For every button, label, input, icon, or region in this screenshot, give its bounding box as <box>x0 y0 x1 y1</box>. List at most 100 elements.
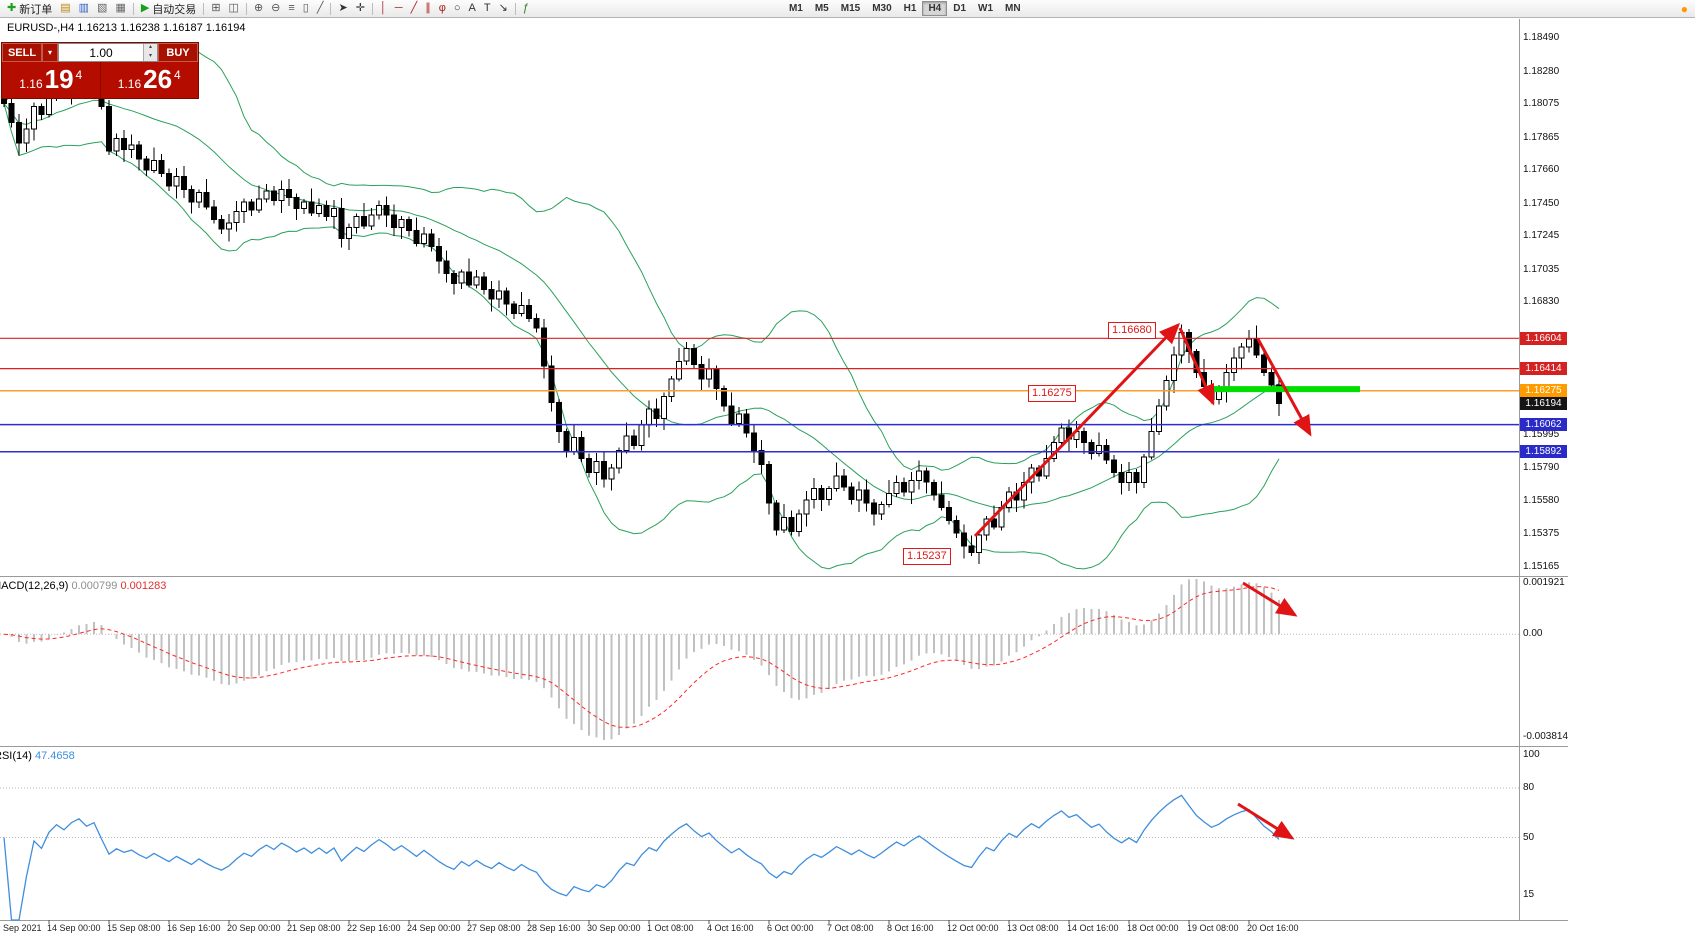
sell-price-prefix: 1.16 <box>19 77 43 91</box>
arrow-tool-icon: ↘ <box>498 2 508 14</box>
data-window-button[interactable]: ▧ <box>93 1 111 17</box>
candle-chart-mode-icon: ▯ <box>302 2 309 14</box>
crosshair-tool-button[interactable]: ✛ <box>352 1 369 17</box>
price-axis-label: 1.15790 <box>1523 461 1560 473</box>
zoom-in-button[interactable]: ⊕ <box>250 1 267 17</box>
arrow-tool-button[interactable]: ↘ <box>495 1 512 17</box>
candle-chart-mode-button[interactable]: ▯ <box>299 1 313 17</box>
volume-up-button[interactable]: ▴ <box>144 44 157 53</box>
text-tool-button[interactable]: A <box>465 1 480 17</box>
price-annotation[interactable]: 1.15237 <box>903 548 951 565</box>
toolbar-separator <box>371 2 373 15</box>
price-tag-black: 1.16194 <box>1520 397 1567 411</box>
connection-status-icon[interactable]: ● <box>1680 1 1688 16</box>
rsi-axis-label: 80 <box>1523 782 1535 793</box>
terminal-panel-icon: ▦ <box>115 2 126 14</box>
charts-profile-button[interactable]: ▤ <box>56 1 74 17</box>
time-axis-label: 13 Oct 08:00 <box>1007 923 1059 933</box>
time-axis-label: 21 Sep 08:00 <box>287 923 341 933</box>
tile-windows-button[interactable]: ◫ <box>225 1 243 17</box>
buy-button[interactable]: BUY <box>158 43 198 62</box>
time-axis-label: 1 Oct 08:00 <box>647 923 694 933</box>
buy-price-pipette: 4 <box>174 68 181 82</box>
order-type-dropdown[interactable]: ▾ <box>42 43 58 62</box>
chart-area[interactable] <box>0 19 1519 920</box>
auto-trading-button[interactable]: ▶ 自动交易 <box>137 1 200 17</box>
price-axis-label: 1.17245 <box>1523 230 1560 242</box>
toolbar-separator <box>203 2 205 15</box>
price-annotation[interactable]: 1.16275 <box>1028 385 1076 402</box>
indicators-button[interactable]: ƒ <box>519 1 533 17</box>
vertical-line-tool-icon: │ <box>379 2 387 14</box>
sell-price[interactable]: 1.16 19 4 <box>2 62 101 98</box>
new-order-button[interactable]: ✚ 新订单 <box>3 1 56 17</box>
new-order-label: 新订单 <box>19 3 53 16</box>
bar-chart-mode-button[interactable]: ≡ <box>284 1 298 17</box>
horizontal-line-tool-button[interactable]: ─ <box>391 1 407 17</box>
timeframe-h1-button[interactable]: H1 <box>898 1 923 16</box>
price-axis-label: 1.18490 <box>1523 32 1560 44</box>
timeframe-m30-button[interactable]: M30 <box>866 1 897 16</box>
time-axis-label: 20 Oct 16:00 <box>1247 923 1299 933</box>
channel-tool-button[interactable]: ∥ <box>421 1 435 17</box>
timeframe-h4-button[interactable]: H4 <box>922 1 948 16</box>
rsi-axis-label: 15 <box>1523 889 1535 901</box>
horizontal-line-tool-icon: ─ <box>394 2 403 14</box>
new-chart-button[interactable]: ⊞ <box>207 1 224 17</box>
trendline-tool-icon: ╱ <box>410 2 418 14</box>
vertical-line-tool-button[interactable]: │ <box>376 1 391 17</box>
line-chart-mode-icon: ╱ <box>316 2 324 14</box>
label-tool-button[interactable]: T <box>480 1 495 17</box>
toolbar-right-icons: ● <box>1681 3 1692 15</box>
new-chart-icon: ⊞ <box>211 2 221 14</box>
zoom-out-button[interactable]: ⊖ <box>267 1 284 17</box>
buy-price[interactable]: 1.16 26 4 <box>101 62 199 98</box>
macd-axis-label: 0.001921 <box>1523 577 1565 588</box>
time-axis-label: 18 Oct 00:00 <box>1127 923 1179 933</box>
chart-ohlc-title: EURUSD-,H4 1.16213 1.16238 1.16187 1.161… <box>7 22 246 34</box>
trendline-tool-button[interactable]: ╱ <box>407 1 422 17</box>
terminal-panel-button[interactable]: ▦ <box>111 1 129 17</box>
sell-price-big: 19 <box>44 64 74 94</box>
rsi-axis-label: 50 <box>1523 831 1535 843</box>
timeframe-m15-button[interactable]: M15 <box>835 1 866 16</box>
fibonacci-tool-icon: φ <box>438 2 446 14</box>
label-tool-icon: T <box>483 2 491 14</box>
price-axis-label: 1.18280 <box>1523 65 1560 77</box>
buy-price-big: 26 <box>143 64 173 94</box>
bar-chart-mode-icon: ≡ <box>288 2 295 14</box>
market-watch-icon: ▥ <box>78 2 90 14</box>
cursor-tool-button[interactable]: ➤ <box>334 1 351 17</box>
price-annotation[interactable]: 1.16680 <box>1108 322 1156 339</box>
timeframe-d1-button[interactable]: D1 <box>947 1 972 16</box>
charts-profile-icon: ▤ <box>60 2 71 14</box>
price-axis-label: 1.17035 <box>1523 263 1560 275</box>
time-axis-label: 7 Oct 08:00 <box>827 923 874 933</box>
timeframe-w1-button[interactable]: W1 <box>972 1 999 16</box>
volume-input[interactable] <box>59 44 143 61</box>
toolbar-separator <box>330 2 332 15</box>
timeframe-m1-button[interactable]: M1 <box>783 1 809 16</box>
price-axis-label: 1.15375 <box>1523 528 1560 539</box>
time-axis-label: 15 Sep 08:00 <box>107 923 161 933</box>
fibonacci-tool-button[interactable]: φ <box>435 1 450 17</box>
sell-button[interactable]: SELL <box>2 43 42 62</box>
shapes-tool-button[interactable]: ○ <box>450 1 465 17</box>
time-axis-label: 8 Oct 16:00 <box>887 923 934 933</box>
price-axis-label: 1.15580 <box>1523 495 1560 507</box>
line-chart-mode-button[interactable]: ╱ <box>313 1 328 17</box>
price-axis-label: 1.17865 <box>1523 131 1560 143</box>
indicators-icon: ƒ <box>522 2 529 14</box>
macd-axis-label: 0.00 <box>1523 628 1543 640</box>
data-window-icon: ▧ <box>97 2 108 14</box>
time-axis-label: 22 Sep 16:00 <box>347 923 401 933</box>
volume-down-button[interactable]: ▾ <box>144 52 157 61</box>
price-tag-blue: 1.16062 <box>1520 418 1567 432</box>
timeframe-toolbar: M1 M5 M15 M30 H1 H4 D1 W1 MN <box>783 1 1027 16</box>
macd-signal-value: 0.001283 <box>120 580 167 592</box>
time-axis-label: 27 Sep 08:00 <box>467 923 521 933</box>
timeframe-mn-button[interactable]: MN <box>999 1 1027 16</box>
market-watch-button[interactable]: ▥ <box>75 1 93 17</box>
time-axis-label: 24 Sep 00:00 <box>407 923 461 933</box>
timeframe-m5-button[interactable]: M5 <box>809 1 835 16</box>
